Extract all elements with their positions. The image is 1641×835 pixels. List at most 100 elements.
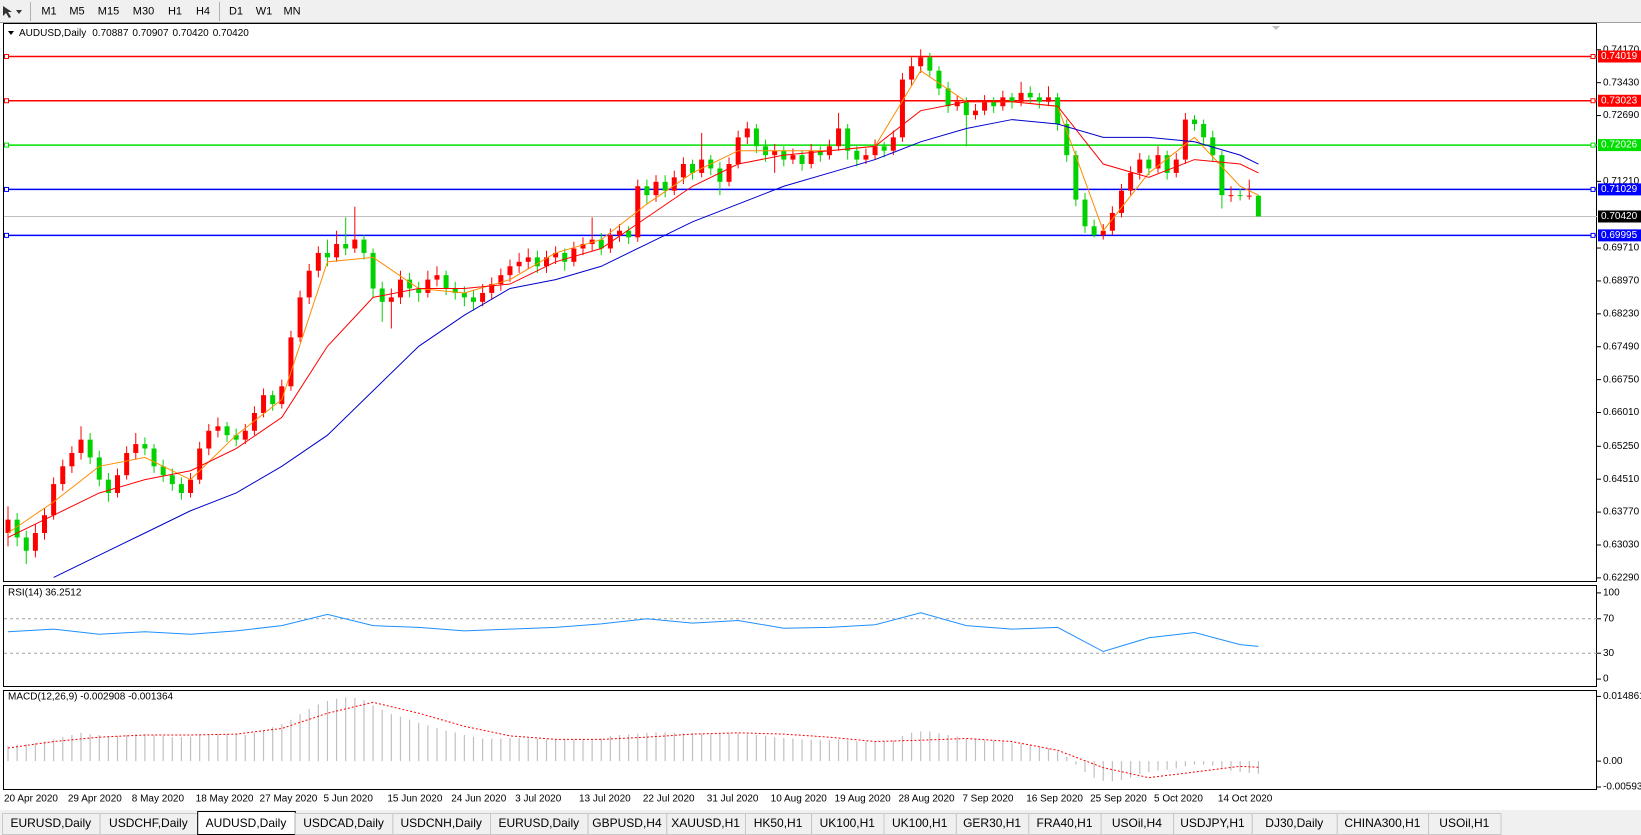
tab-label[interactable]: UK100,H1 — [820, 816, 876, 830]
level-handle[interactable] — [1590, 53, 1596, 59]
candle-body — [982, 101, 988, 111]
tab-label[interactable]: USDCHF,Daily — [109, 816, 188, 830]
candle-body — [945, 88, 951, 107]
level-handle[interactable] — [1590, 232, 1596, 238]
button-label[interactable]: D1 — [229, 5, 243, 17]
timeframe-button[interactable]: M1 — [35, 1, 63, 21]
button-label[interactable]: H4 — [196, 5, 210, 17]
timeframe-button[interactable]: M15 — [91, 1, 126, 21]
x-tick-label: 8 May 2020 — [132, 794, 185, 805]
symbol-tab[interactable]: CHINA300,H1 — [1336, 813, 1430, 835]
tab-label[interactable]: USOil,H1 — [1439, 816, 1489, 830]
button-frame[interactable] — [63, 1, 91, 21]
button-frame[interactable] — [222, 1, 250, 21]
tab-label[interactable]: XAUUSD,H1 — [671, 816, 740, 830]
tab-label[interactable]: USDCAD,Daily — [303, 816, 384, 830]
tab-label[interactable]: USDJPY,H1 — [1180, 816, 1245, 830]
x-tick-label: 24 Jun 2020 — [451, 794, 506, 805]
button-frame[interactable] — [278, 1, 306, 21]
button-frame[interactable] — [35, 1, 63, 21]
symbol-tab[interactable]: UK100,H1 — [883, 813, 957, 835]
symbol-tab[interactable]: AUDUSD,Daily — [197, 811, 296, 835]
x-tick-label: 19 Aug 2020 — [835, 794, 892, 805]
tab-label[interactable]: EURUSD,Daily — [498, 816, 579, 830]
symbol-tab[interactable]: EURUSD,Daily — [490, 813, 589, 835]
candle-body — [279, 386, 285, 405]
cursor-icon[interactable] — [3, 6, 12, 18]
timeframe-button[interactable]: H4 — [189, 1, 217, 21]
symbol-tab[interactable]: FRA40,H1 — [1028, 813, 1102, 835]
symbol-tab[interactable]: DJ30,Daily — [1251, 813, 1338, 835]
tab-label[interactable]: GER30,H1 — [963, 816, 1021, 830]
tab-label[interactable]: EURUSD,Daily — [10, 816, 91, 830]
symbol-tab[interactable]: GBPUSD,H4 — [587, 813, 668, 835]
button-frame[interactable] — [161, 1, 189, 21]
x-tick-label: 7 Sep 2020 — [962, 794, 1014, 805]
x-tick-label: 29 Apr 2020 — [68, 794, 122, 805]
symbol-tab[interactable]: HK50,H1 — [745, 813, 813, 835]
tab-label[interactable]: GBPUSD,H4 — [592, 816, 662, 830]
dropdown-icon[interactable] — [16, 10, 22, 14]
button-frame[interactable] — [250, 1, 278, 21]
button-label[interactable]: MN — [283, 5, 300, 17]
candle-body — [808, 150, 814, 165]
tab-label[interactable]: USDCNH,Daily — [401, 816, 482, 830]
tab-label[interactable]: AUDUSD,Daily — [206, 816, 287, 830]
symbol-tab[interactable]: USDJPY,H1 — [1173, 813, 1253, 835]
tab-label[interactable]: UK100,H1 — [892, 816, 948, 830]
level-handle[interactable] — [1590, 142, 1596, 148]
symbol-tab[interactable]: EURUSD,Daily — [2, 813, 101, 835]
level-handle[interactable] — [4, 98, 9, 104]
candle-body — [1192, 119, 1198, 125]
button-frame[interactable] — [189, 1, 217, 21]
symbol-tab[interactable]: XAUUSD,H1 — [666, 813, 746, 835]
collapse-icon[interactable] — [8, 31, 14, 35]
level-handle[interactable] — [4, 232, 9, 238]
candle-body — [918, 57, 924, 67]
rsi-title: RSI(14) 36.2512 — [8, 588, 82, 599]
candle-body — [1201, 124, 1207, 138]
tab-label[interactable]: FRA40,H1 — [1036, 816, 1092, 830]
button-label[interactable]: W1 — [256, 5, 273, 17]
level-handle[interactable] — [4, 53, 9, 59]
symbol-tab[interactable]: USDCHF,Daily — [99, 813, 199, 835]
timeframe-button[interactable]: D1 — [222, 1, 250, 21]
level-handle[interactable] — [4, 186, 9, 192]
button-label[interactable]: M15 — [98, 5, 119, 17]
timeframe-button[interactable]: M30 — [126, 1, 161, 21]
candle-body — [1237, 195, 1243, 197]
timeframe-button[interactable]: W1 — [250, 1, 278, 21]
symbol-tab[interactable]: UK100,H1 — [811, 813, 885, 835]
button-label[interactable]: M30 — [133, 5, 154, 17]
symbol-tab[interactable]: GER30,H1 — [955, 813, 1030, 835]
candle-body — [87, 439, 93, 458]
timeframe-button[interactable]: M5 — [63, 1, 91, 21]
candle-body — [899, 79, 905, 138]
tab-label[interactable]: CHINA300,H1 — [1344, 816, 1420, 830]
timeframe-button[interactable]: H1 — [161, 1, 189, 21]
candle-body — [1228, 195, 1234, 197]
level-price-label: 0.71029 — [1601, 184, 1638, 195]
level-handle[interactable] — [4, 142, 9, 148]
tab-label[interactable]: HK50,H1 — [754, 816, 803, 830]
button-frame[interactable] — [91, 1, 126, 21]
candle-body — [1027, 92, 1033, 98]
level-price-box — [1598, 94, 1641, 107]
tab-label[interactable]: USOil,H4 — [1112, 816, 1162, 830]
button-label[interactable]: M5 — [69, 5, 84, 17]
timeframe-button[interactable]: MN — [278, 1, 306, 21]
button-label[interactable]: M1 — [41, 5, 56, 17]
symbol-tab[interactable]: USDCAD,Daily — [294, 813, 394, 835]
tab-label[interactable]: DJ30,Daily — [1265, 816, 1323, 830]
symbol-tab[interactable]: USOil,H1 — [1428, 813, 1502, 835]
button-frame[interactable] — [126, 1, 161, 21]
button-label[interactable]: H1 — [168, 5, 182, 17]
symbol-tab[interactable]: USOil,H4 — [1100, 813, 1175, 835]
candle-body — [1155, 155, 1161, 169]
y-tick-label: 0.66010 — [1603, 407, 1640, 418]
candle-body — [361, 239, 367, 253]
y-tick-label: 0.66750 — [1603, 374, 1640, 385]
symbol-tab[interactable]: USDCNH,Daily — [392, 813, 491, 835]
level-handle[interactable] — [1590, 186, 1596, 192]
level-handle[interactable] — [1590, 98, 1596, 104]
